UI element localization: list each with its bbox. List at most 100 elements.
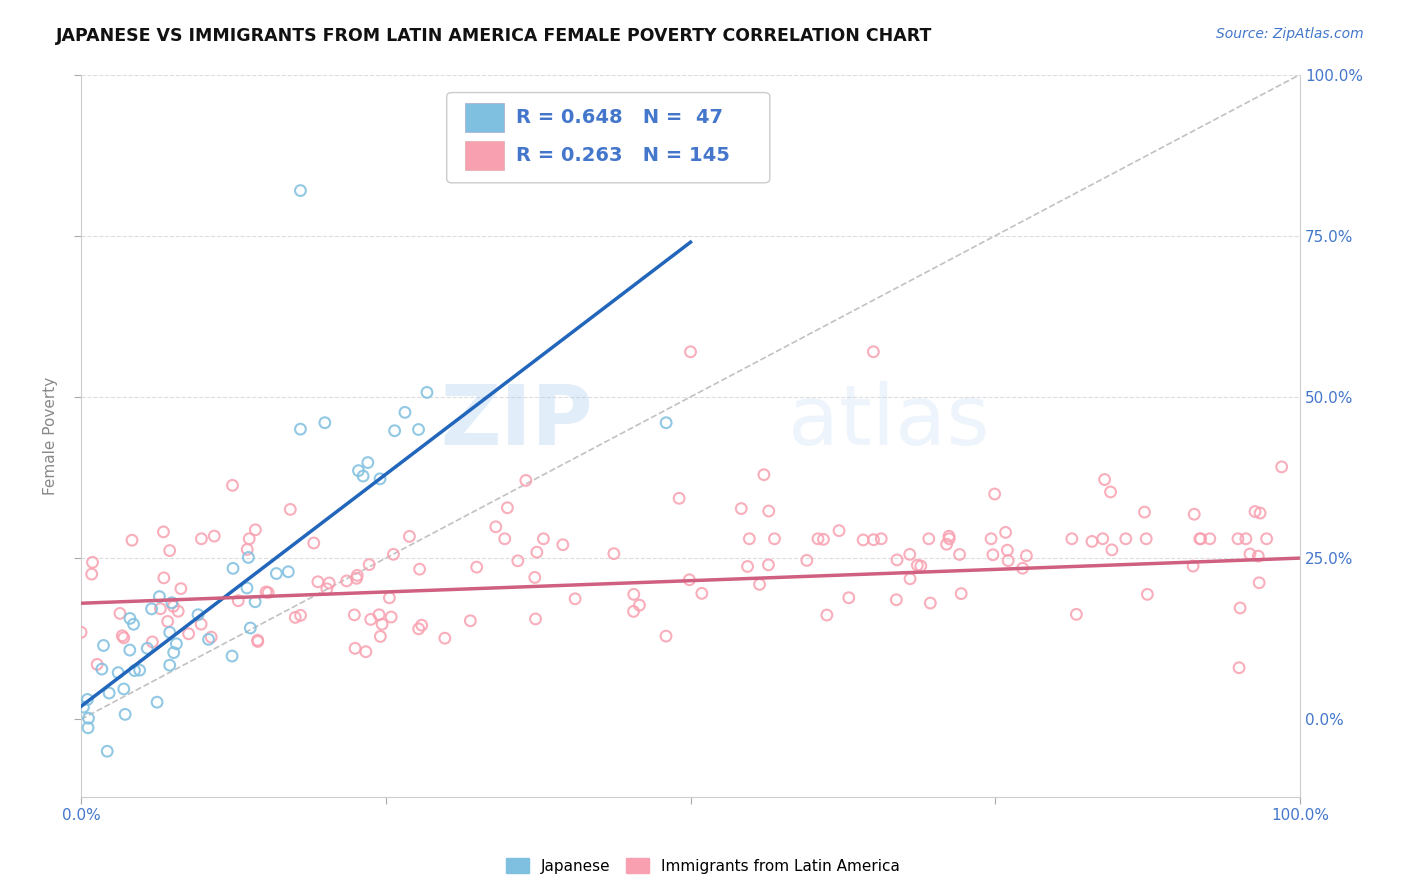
Point (1239, 547, 1261, 561)
Text: Source: ZipAtlas.com: Source: ZipAtlas.com (1216, 27, 1364, 41)
Point (758, 558, 780, 572)
Point (408, 562, 430, 576)
Point (678, 573, 700, 587)
Point (243, 595, 266, 609)
Point (433, 631, 456, 645)
Point (533, 532, 555, 546)
Point (862, 533, 884, 547)
Point (938, 532, 960, 546)
Point (898, 572, 921, 586)
Point (603, 547, 626, 561)
Point (1229, 601, 1251, 615)
Point (1226, 532, 1249, 546)
Point (107, 665, 129, 680)
Point (950, 587, 973, 601)
Point (290, 608, 312, 623)
Point (159, 658, 181, 673)
Point (1136, 587, 1159, 601)
Point (254, 585, 277, 599)
Point (141, 635, 163, 649)
Point (378, 591, 401, 605)
Point (96, 744, 118, 758)
Point (245, 523, 267, 537)
Point (1133, 505, 1156, 519)
Point (246, 634, 269, 648)
Point (948, 548, 970, 562)
Point (752, 467, 775, 482)
Point (411, 618, 433, 632)
Point (526, 545, 548, 559)
Point (236, 542, 259, 557)
Point (359, 558, 381, 572)
Point (738, 532, 761, 546)
Point (997, 554, 1019, 568)
Point (90, 662, 112, 676)
Point (813, 533, 835, 547)
Point (1182, 559, 1205, 574)
Point (148, 590, 170, 604)
Point (167, 604, 190, 618)
Point (1227, 661, 1250, 675)
Text: ZIP: ZIP (440, 381, 593, 462)
Point (981, 548, 1004, 562)
Point (360, 612, 382, 626)
Point (1094, 473, 1116, 487)
Point (1091, 532, 1114, 546)
Bar (465, 141, 503, 169)
Point (679, 344, 702, 359)
Point (160, 596, 183, 610)
Point (384, 424, 406, 438)
Point (1249, 506, 1271, 520)
FancyBboxPatch shape (447, 93, 769, 183)
Point (465, 560, 488, 574)
Point (93, 639, 115, 653)
Point (177, 627, 200, 641)
Point (980, 532, 1002, 546)
Point (221, 478, 243, 492)
Point (838, 591, 860, 605)
Point (1135, 532, 1157, 546)
Point (156, 615, 179, 629)
Point (910, 558, 932, 573)
Point (307, 574, 329, 589)
Point (352, 469, 374, 483)
Point (1115, 532, 1137, 546)
Point (1101, 542, 1123, 557)
Point (983, 487, 1005, 501)
Point (236, 581, 259, 595)
Point (1234, 532, 1257, 546)
Point (1188, 532, 1211, 546)
Point (815, 608, 838, 623)
Point (121, 533, 143, 548)
Point (394, 405, 416, 419)
Point (336, 574, 359, 588)
Point (238, 550, 260, 565)
Point (1099, 485, 1122, 500)
Point (318, 576, 340, 591)
Point (238, 532, 260, 546)
Point (416, 385, 439, 400)
Point (290, 184, 312, 198)
Point (1189, 532, 1212, 546)
Point (523, 570, 546, 584)
Point (165, 637, 187, 651)
Point (257, 585, 280, 599)
Point (1060, 532, 1083, 546)
Point (290, 422, 312, 436)
Point (86, 657, 108, 672)
Point (1244, 504, 1267, 518)
Point (886, 553, 908, 567)
Point (655, 416, 678, 430)
Point (690, 586, 713, 600)
Point (938, 529, 960, 543)
Point (1011, 561, 1033, 575)
Point (159, 625, 181, 640)
Point (170, 582, 193, 596)
Point (187, 607, 209, 622)
Point (995, 543, 1018, 558)
Point (346, 571, 368, 585)
Point (284, 610, 307, 624)
Point (163, 646, 186, 660)
Point (343, 607, 366, 622)
Point (408, 622, 430, 636)
